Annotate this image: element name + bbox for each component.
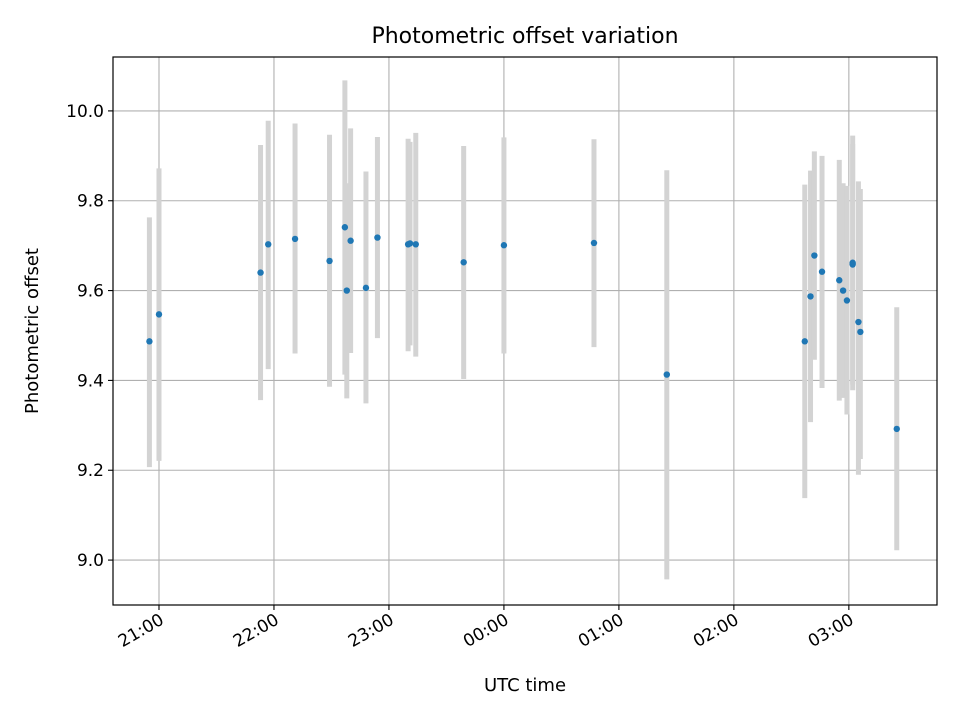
data-point <box>347 237 354 244</box>
data-point <box>839 287 847 294</box>
y-tick-label: 10.0 <box>66 102 104 122</box>
data-point <box>801 338 808 345</box>
chart-title: Photometric offset variation <box>371 24 678 49</box>
data-point <box>590 239 598 247</box>
y-tick-label: 9.8 <box>77 192 104 212</box>
data-point <box>460 259 467 266</box>
data-point <box>341 224 349 231</box>
y-axis-ticks: 9.0 9.2 9.4 9.6 9.8 10.0 <box>66 102 113 571</box>
data-point <box>326 257 333 265</box>
data-point <box>818 268 826 275</box>
data-point <box>291 235 299 243</box>
data-point <box>146 338 153 345</box>
data-point <box>849 261 856 268</box>
data-point <box>374 234 381 241</box>
y-axis-label: Photometric offset <box>22 248 43 414</box>
plot-area-frame <box>112 56 938 606</box>
data-point <box>362 284 370 292</box>
data-point <box>663 371 671 378</box>
x-axis-label: UTC time <box>484 675 566 696</box>
y-tick-label: 9.4 <box>77 371 104 391</box>
data-point <box>412 241 419 248</box>
data-point <box>843 297 851 304</box>
y-tick-label: 9.6 <box>77 282 104 302</box>
data-point <box>836 277 843 284</box>
data-point <box>406 240 414 247</box>
data-points <box>146 224 900 433</box>
data-point <box>265 241 272 248</box>
data-point <box>343 287 350 294</box>
data-point <box>811 252 818 259</box>
data-point <box>257 269 264 276</box>
data-point <box>500 242 508 249</box>
y-tick-label: 9.2 <box>77 461 104 481</box>
grid-lines <box>113 57 937 605</box>
data-point <box>893 425 900 433</box>
data-point <box>855 318 862 326</box>
data-point <box>155 311 163 318</box>
data-point <box>807 293 814 300</box>
y-tick-label: 9.0 <box>77 551 104 571</box>
data-point <box>857 328 864 336</box>
